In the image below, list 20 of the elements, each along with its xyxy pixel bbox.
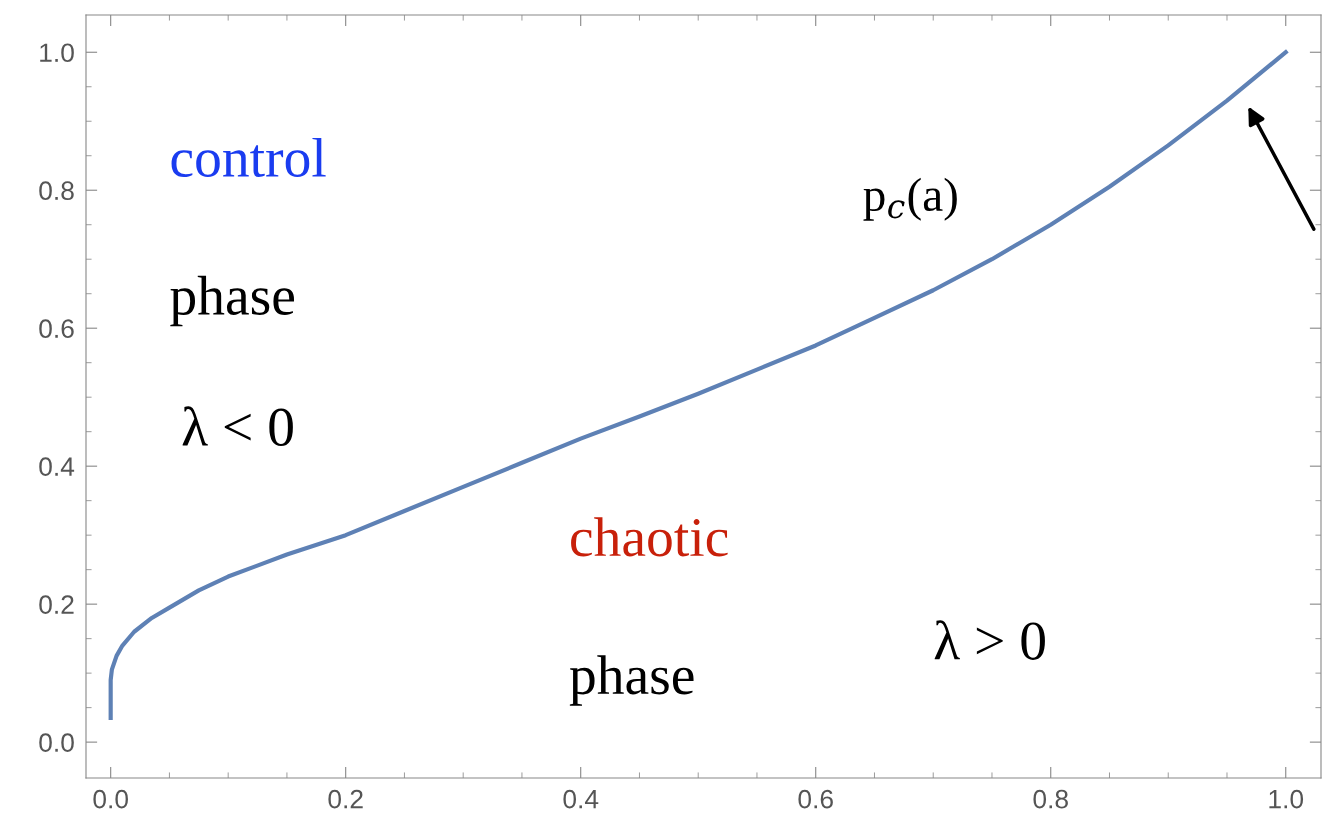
x-tick-label: 0.8 — [1033, 789, 1068, 809]
x-tick-label: 1.0 — [1269, 789, 1304, 809]
annotation: chaotic — [571, 517, 728, 557]
annotation: λ > 0 — [934, 620, 1045, 660]
y-tick-label: 0.6 — [39, 319, 74, 339]
y-tick-label: 1.0 — [40, 43, 74, 63]
annotation: p$_{c}$(a) — [863, 177, 957, 221]
y-tick-label: 0.8 — [39, 181, 74, 201]
x-tick-label: 0.4 — [563, 789, 599, 809]
line-series — [108, 50, 1288, 721]
annotation: control — [171, 137, 326, 177]
x-tick-label: 0.6 — [798, 789, 833, 809]
x-tick-label: 0.0 — [93, 789, 128, 809]
y-tick-label: 0.2 — [39, 595, 74, 614]
annotation: phase — [569, 655, 694, 706]
annotation: λ < 0 — [182, 406, 293, 447]
y-tick-label: 0.0 — [39, 733, 74, 752]
annotation: phase — [170, 275, 294, 327]
x-tick-label: 0.2 — [328, 789, 363, 809]
y-tick-label: 0.4 — [39, 457, 75, 476]
